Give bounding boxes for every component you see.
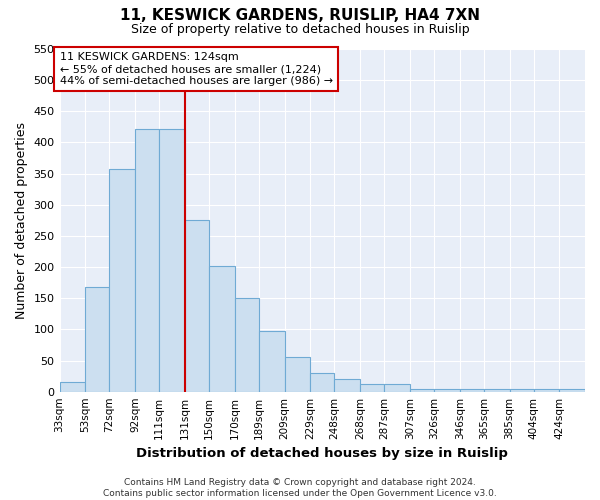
Bar xyxy=(534,388,559,392)
Bar xyxy=(410,388,434,392)
Bar xyxy=(334,379,360,392)
Bar xyxy=(460,388,484,392)
X-axis label: Distribution of detached houses by size in Ruislip: Distribution of detached houses by size … xyxy=(136,447,508,460)
Bar xyxy=(59,382,85,392)
Text: 11 KESWICK GARDENS: 124sqm
← 55% of detached houses are smaller (1,224)
44% of s: 11 KESWICK GARDENS: 124sqm ← 55% of deta… xyxy=(59,52,332,86)
Bar xyxy=(360,384,384,392)
Bar xyxy=(109,168,135,392)
Bar xyxy=(235,298,259,392)
Text: 11, KESWICK GARDENS, RUISLIP, HA4 7XN: 11, KESWICK GARDENS, RUISLIP, HA4 7XN xyxy=(120,8,480,22)
Bar xyxy=(185,220,209,392)
Bar xyxy=(509,388,534,392)
Y-axis label: Number of detached properties: Number of detached properties xyxy=(15,122,28,319)
Bar xyxy=(209,266,235,392)
Bar xyxy=(159,129,185,392)
Bar xyxy=(310,373,334,392)
Bar xyxy=(384,384,410,392)
Bar xyxy=(259,331,284,392)
Bar xyxy=(85,287,109,392)
Text: Size of property relative to detached houses in Ruislip: Size of property relative to detached ho… xyxy=(131,22,469,36)
Bar xyxy=(484,388,509,392)
Text: Contains HM Land Registry data © Crown copyright and database right 2024.
Contai: Contains HM Land Registry data © Crown c… xyxy=(103,478,497,498)
Bar xyxy=(135,129,159,392)
Bar xyxy=(559,388,585,392)
Bar xyxy=(434,388,460,392)
Bar xyxy=(284,358,310,392)
